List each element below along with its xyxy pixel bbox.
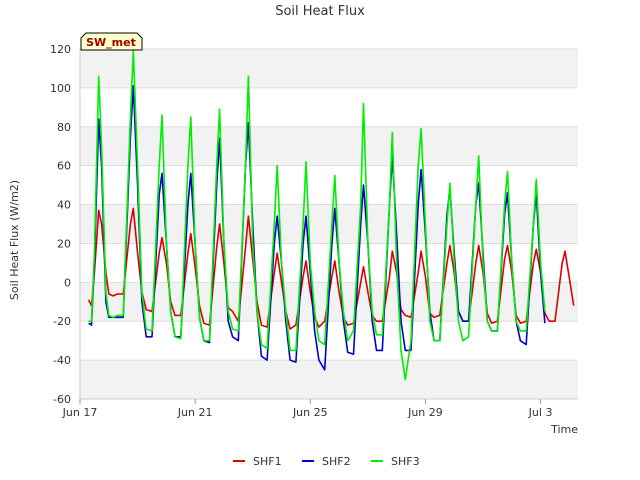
x-axis-label: Time [550,423,578,436]
x-tick-label: Jun 21 [177,406,213,419]
band-20 [80,204,578,244]
y-tick-label: -60 [53,393,71,406]
x-tick-label: Jun 25 [292,406,328,419]
x-tick-label: Jul 3 [528,406,553,419]
y-tick-label: 0 [64,276,71,289]
axes [79,49,578,400]
y-tick-labels: -60 -40 -20 0 20 40 60 80 100 120 [50,43,71,406]
chart-title: Soil Heat Flux [275,4,365,19]
legend-label-shf1: SHF1 [253,455,282,468]
band-60 [80,126,578,166]
y-tick-label: 40 [57,199,71,212]
band--60 [80,360,578,399]
y-tick-label: -20 [53,315,71,328]
series-lines [87,50,575,381]
y-tick-label: 120 [50,43,71,56]
x-tick-label: Jun 17 [62,406,98,419]
x-tick-labels: Jun 17 Jun 21 Jun 25 Jun 29 Jul 3 [62,399,553,419]
legend-label-shf3: SHF3 [391,455,420,468]
y-tick-label: 60 [57,160,71,173]
legend: SHF1 SHF2 SHF3 [233,455,420,468]
y-tick-label: 80 [57,121,71,134]
legend-label-shf2: SHF2 [322,455,351,468]
band-100 [80,49,578,88]
site-badge-label: SW_met [86,36,136,49]
series-line-shf3 [88,50,546,381]
gridlines [80,48,578,400]
y-axis-label: Soil Heat Flux (W/m2) [8,180,21,300]
x-tick-label: Jun 29 [407,406,443,419]
series-line-shf2 [88,85,546,371]
y-tick-label: 20 [57,237,71,250]
site-badge: SW_met [80,32,143,51]
y-tick-label: -40 [53,354,71,367]
y-tick-label: 100 [50,82,71,95]
